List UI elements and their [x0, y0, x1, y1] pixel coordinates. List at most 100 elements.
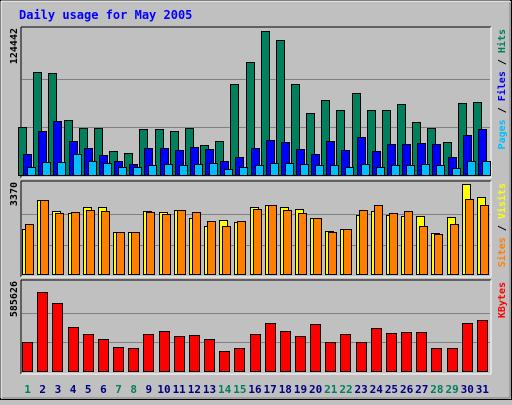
bar-pages	[285, 163, 294, 176]
bar-sites	[101, 211, 110, 275]
bar-pages	[57, 162, 66, 176]
bar-pages	[179, 165, 188, 176]
x-tick-label: 28	[430, 383, 443, 396]
series-hits	[18, 31, 482, 176]
bar-kbytes	[234, 348, 245, 372]
bar-pages	[376, 167, 385, 176]
legend-sites: Sites	[496, 237, 508, 267]
bar-pages	[27, 167, 36, 176]
bar-pages	[209, 163, 218, 176]
x-tick-label: 23	[355, 383, 368, 396]
bar-kbytes	[265, 323, 276, 372]
legend-separator: /	[497, 53, 508, 71]
chart-panels: 124442 Pages / Files / Hits 3370 Sites / Vi…	[9, 26, 508, 375]
bar-sites	[434, 234, 443, 275]
legend-hits: Hits	[496, 29, 508, 53]
bar-sites	[162, 214, 171, 275]
x-tick-label: 16	[248, 383, 262, 396]
bar-hits	[352, 93, 361, 176]
x-tick-label: 26	[400, 383, 414, 396]
bar-pages	[255, 165, 264, 176]
bar-sites	[374, 205, 383, 275]
bar-hits	[215, 141, 224, 176]
bar-sites	[465, 199, 474, 275]
bar-kbytes	[219, 351, 230, 372]
x-tick-label: 5	[85, 383, 92, 396]
bar-kbytes	[280, 331, 291, 372]
bar-pages	[452, 168, 461, 176]
x-tick-label: 31	[476, 383, 490, 396]
bar-hits	[321, 100, 330, 176]
bar-kbytes	[295, 336, 306, 372]
x-tick-label: 30	[461, 383, 474, 396]
bar-hits	[261, 31, 270, 176]
bar-sites	[404, 211, 413, 275]
bar-kbytes	[22, 342, 33, 372]
y-axis-legend: Sites / Visits	[496, 183, 508, 267]
x-tick-label: 17	[264, 383, 277, 396]
bar-kbytes	[189, 335, 200, 372]
bar-sites	[71, 212, 80, 275]
x-axis-labels: 1 2 3 4 5 6 7 8 9 10 11 12 13 14 15 16 17 18 19 20 21 22 23 24 2…	[24, 383, 489, 396]
bar-sites	[480, 205, 489, 275]
y-max-label: 3370	[9, 182, 20, 206]
bar-kbytes	[250, 334, 261, 372]
bar-sites	[177, 210, 186, 275]
bar-kbytes	[462, 323, 473, 372]
x-tick-label: 21	[324, 383, 338, 396]
x-tick-label: 9	[146, 383, 153, 396]
bar-sites	[237, 221, 246, 275]
legend-separator: /	[497, 219, 508, 237]
x-tick-label: 20	[309, 383, 322, 396]
panel-2: 3370 Sites / Visits	[9, 180, 508, 278]
x-tick-label: 13	[203, 383, 216, 396]
x-tick-label: 14	[218, 383, 232, 396]
bar-hits	[382, 110, 391, 176]
bar-kbytes	[128, 348, 139, 372]
bar-kbytes	[68, 327, 79, 372]
x-tick-label: 4	[70, 383, 77, 396]
bar-kbytes	[52, 303, 63, 372]
bar-pages	[482, 161, 491, 176]
panel-1: 124442 Pages / Files / Hits	[9, 26, 508, 179]
bar-sites	[146, 212, 155, 275]
series-sites	[25, 199, 489, 275]
bar-sites	[222, 226, 231, 275]
bar-hits	[33, 72, 42, 176]
bar-pages	[300, 164, 309, 176]
bar-pages	[194, 164, 203, 176]
x-tick-label: 29	[445, 383, 458, 396]
bar-kbytes	[310, 324, 321, 372]
bar-hits	[291, 84, 300, 176]
x-tick-label: 19	[294, 383, 307, 396]
bar-pages	[224, 169, 233, 176]
bar-kbytes	[371, 328, 382, 372]
bar-hits	[336, 110, 345, 176]
x-tick-label: 15	[233, 383, 246, 396]
bar-kbytes	[340, 334, 351, 372]
y-axis-legend: KBytes	[497, 282, 508, 318]
bar-hits	[94, 128, 103, 176]
legend-kbytes: KBytes	[497, 282, 508, 318]
bar-pages	[164, 164, 173, 176]
bar-kbytes	[143, 334, 154, 372]
bar-sites	[253, 209, 262, 275]
bar-kbytes	[401, 332, 412, 372]
bar-pages	[436, 165, 445, 176]
bar-kbytes	[431, 348, 442, 372]
bar-kbytes	[416, 332, 427, 372]
legend-pages: Pages	[497, 119, 508, 149]
bar-kbytes	[113, 347, 124, 372]
bar-sites	[343, 229, 352, 275]
bar-pages	[345, 167, 354, 176]
bar-sites	[283, 210, 292, 275]
bar-pages	[88, 161, 97, 176]
bar-kbytes	[447, 348, 458, 372]
legend-separator: /	[497, 101, 508, 119]
bar-pages	[361, 164, 370, 176]
bar-sites	[419, 226, 428, 275]
bar-pages	[421, 164, 430, 176]
x-tick-label: 1	[24, 383, 31, 396]
bar-pages	[133, 167, 142, 176]
